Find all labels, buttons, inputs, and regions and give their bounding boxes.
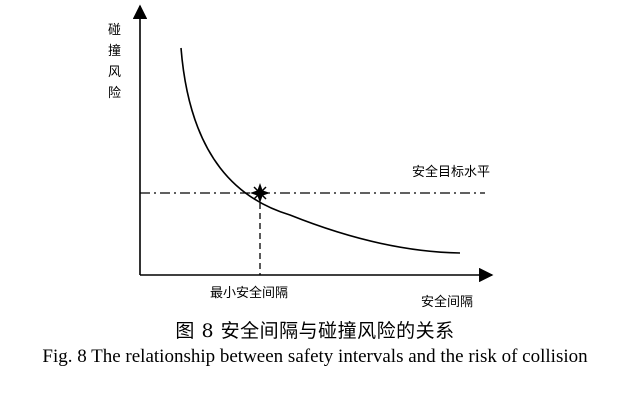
x-axis-label: 安全间隔 (421, 294, 473, 310)
min-interval-label: 最小安全间隔 (210, 285, 288, 301)
safety-target-label: 安全目标水平 (412, 164, 490, 180)
figure-caption-chinese: 图 8 安全间隔与碰撞风险的关系 (175, 320, 455, 342)
svg-text:碰撞风险: 碰撞风险 (108, 23, 121, 101)
star-icon (250, 183, 270, 203)
figure-caption-english: Fig. 8 The relationship between safety i… (42, 346, 588, 367)
y-axis-label-char: 撞 (108, 44, 121, 59)
risk-curve (180, 47, 461, 254)
y-axis-label-char: 风 (108, 65, 121, 80)
y-axis-label-char: 险 (108, 86, 121, 101)
y-axis-label-char: 碰 (108, 23, 121, 38)
y-axis-label: 碰撞风险 (108, 23, 121, 101)
